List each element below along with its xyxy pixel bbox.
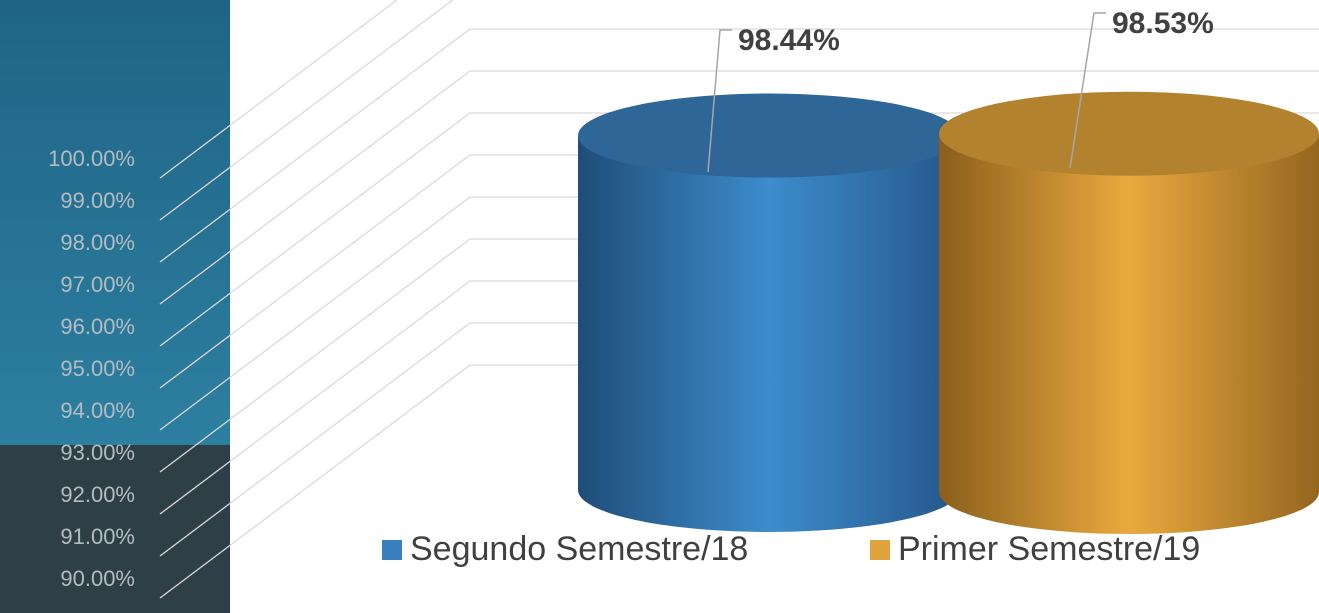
leader-line: [1069, 12, 1106, 169]
cylinder-top: [939, 91, 1319, 176]
data-label: 98.44%: [738, 24, 840, 57]
legend-label: Primer Semestre/19: [898, 530, 1200, 568]
y-tick-label: 94.00%: [60, 398, 135, 423]
cylinder: [939, 133, 1319, 535]
legend-label: Segundo Semestre/18: [410, 530, 748, 568]
y-tick-label: 96.00%: [60, 314, 135, 339]
legend-swatch: [382, 540, 402, 560]
y-tick-label: 92.00%: [60, 482, 135, 507]
y-tick-label: 97.00%: [60, 272, 135, 297]
y-tick-label: 98.00%: [60, 230, 135, 255]
leader-line: [707, 29, 732, 173]
background-panel: [0, 0, 230, 445]
background-panel: [0, 445, 230, 613]
cylinder: [578, 135, 960, 532]
y-tick-label: 90.00%: [60, 566, 135, 591]
legend-swatch: [870, 540, 890, 560]
y-tick-label: 100.00%: [48, 146, 135, 171]
grid-line: [159, 28, 1319, 263]
y-tick-label: 93.00%: [60, 440, 135, 465]
data-label: 98.53%: [1112, 7, 1214, 40]
y-tick-label: 99.00%: [60, 188, 135, 213]
y-tick-label: 91.00%: [60, 524, 135, 549]
grid-line: [159, 0, 398, 179]
cylinder-top: [578, 93, 960, 178]
grid-line: [159, 0, 454, 221]
y-tick-label: 95.00%: [60, 356, 135, 381]
grid-line: [159, 70, 1319, 305]
